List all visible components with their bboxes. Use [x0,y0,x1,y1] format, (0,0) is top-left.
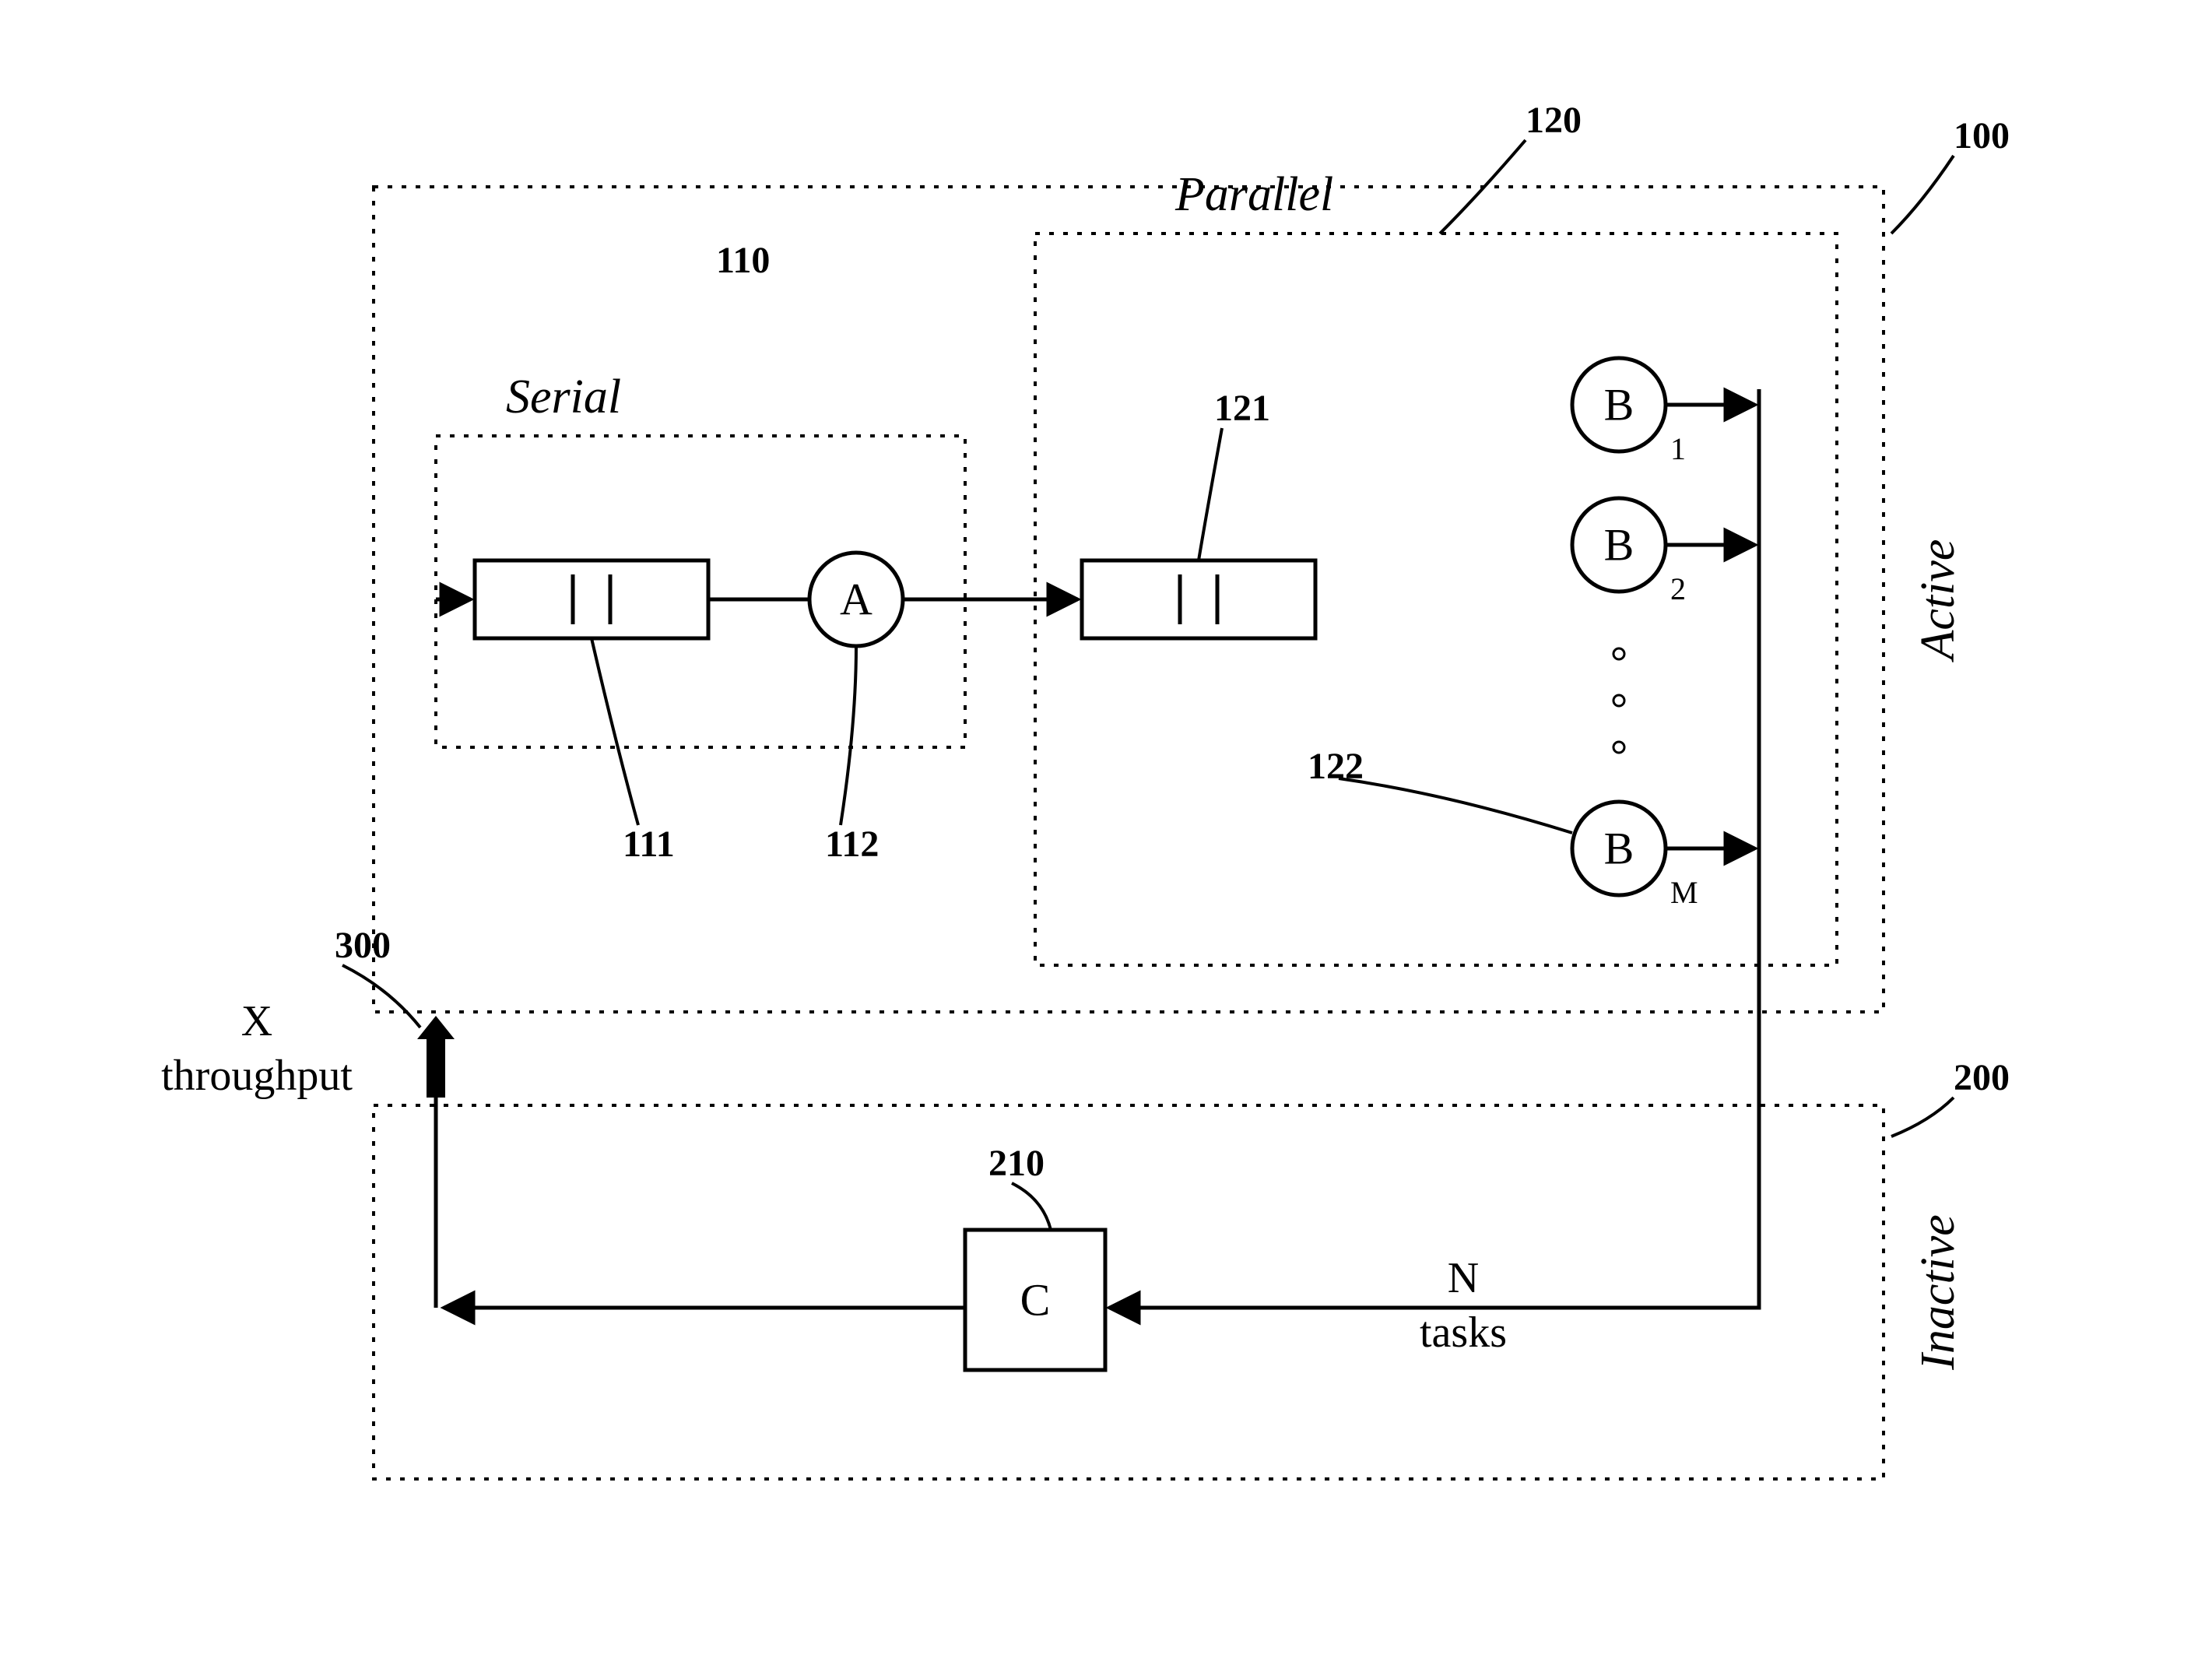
node-b2-subscript: 2 [1670,571,1686,606]
ref-121: 121 [1214,388,1270,429]
ref-300: 300 [335,925,391,966]
inactive-region [374,1105,1884,1479]
ellipsis-dot [1613,742,1624,753]
node-b1-subscript: 1 [1670,431,1686,466]
ref-110: 110 [716,240,770,281]
leader-300 [342,965,420,1027]
serial-region [436,436,965,747]
throughput-label: throughput [161,1052,353,1100]
ellipsis-dot [1613,695,1624,706]
diagram-canvas: Serial Parallel Active Inactive A B 1 B 2 B M C Xthr… [0,0,2212,1665]
throughput-x: X [241,997,272,1045]
n-label: N [1448,1254,1479,1302]
active-label: Active [1912,539,1964,663]
parallel-label: Parallel [1174,168,1333,221]
leader-111 [592,638,638,825]
node-bm-label: B [1604,824,1634,874]
tasks-label: tasks [1420,1308,1507,1357]
leader-210 [1012,1183,1051,1230]
active-region [374,187,1884,1012]
inactive-label: Inactive [1912,1214,1964,1371]
node-bm-subscript: M [1670,875,1698,910]
ellipsis-dot [1613,648,1624,659]
leader-122 [1339,778,1572,833]
ref-210: 210 [988,1143,1045,1184]
throughput-arrow-icon [417,1016,455,1098]
leader-100 [1891,156,1954,234]
node-b1-label: B [1604,380,1634,430]
ref-120: 120 [1526,100,1582,141]
parallel-region [1035,234,1837,965]
leader-112 [841,646,856,825]
leader-121 [1199,428,1222,560]
parallel-queue [1082,560,1315,638]
node-c-label: C [1020,1275,1051,1326]
ref-200: 200 [1954,1057,2010,1098]
leader-200 [1891,1098,1954,1136]
ref-100: 100 [1954,115,2010,156]
ref-112: 112 [825,824,879,865]
serial-queue [475,560,708,638]
serial-label: Serial [506,371,621,423]
node-b2-label: B [1604,520,1634,571]
node-a-label: A [840,574,873,625]
ref-111: 111 [623,824,675,865]
